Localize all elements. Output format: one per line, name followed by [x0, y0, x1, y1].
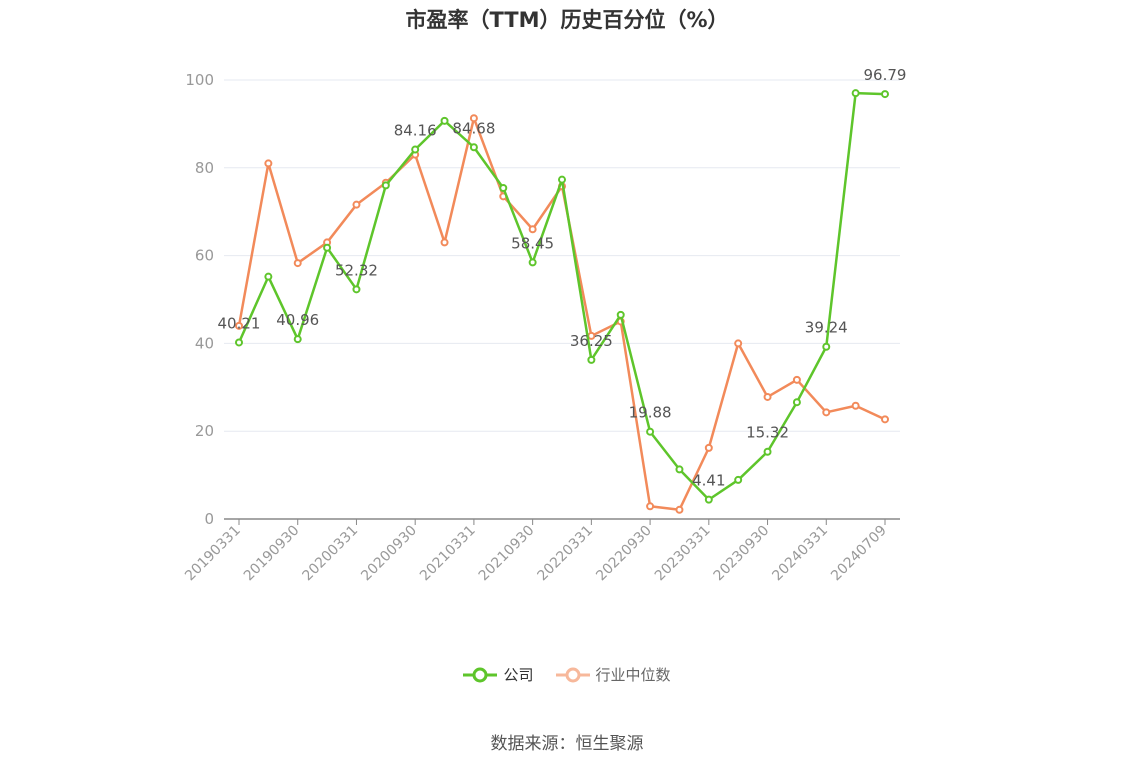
- data-point-company: [440, 116, 449, 125]
- data-label: 36.25: [570, 332, 613, 350]
- data-point-company: [822, 342, 831, 351]
- data-point-company: [499, 183, 508, 192]
- data-point-industry: [646, 502, 655, 511]
- data-point-company: [293, 335, 302, 344]
- data-label: 96.79: [864, 66, 907, 84]
- data-point-company: [734, 475, 743, 484]
- y-tick-label: 80: [195, 159, 214, 177]
- data-point-company: [528, 258, 537, 267]
- data-point-company: [352, 285, 361, 294]
- data-label: 84.68: [452, 119, 495, 137]
- data-label: 58.45: [511, 234, 554, 252]
- data-point-industry: [763, 392, 772, 401]
- x-tick-label: 20200331: [300, 523, 362, 585]
- data-point-industry: [881, 415, 889, 424]
- data-point-company: [411, 145, 420, 154]
- data-point-company: [469, 143, 478, 152]
- source-note: 数据来源：恒生聚源: [490, 734, 644, 754]
- line-chart: 0 20 40 60 80 100 2019033120190930202003312020…: [182, 66, 907, 585]
- series: [235, 89, 889, 514]
- x-tick-label: 20190331: [182, 523, 244, 585]
- x-tick-label: 20240331: [769, 523, 831, 585]
- data-point-industry: [675, 505, 684, 514]
- data-point-company: [763, 447, 772, 456]
- data-point-industry: [704, 443, 713, 452]
- legend-line-icon-industry: [555, 667, 590, 682]
- data-label: 15.32: [746, 424, 789, 442]
- legend-label-company: 公司: [503, 666, 534, 684]
- x-tick-label: 20230930: [711, 523, 773, 585]
- data-point-industry: [352, 200, 361, 209]
- data-point-company: [646, 427, 655, 436]
- data-point-company: [851, 89, 860, 98]
- data-label: 4.41: [692, 472, 725, 490]
- data-point-industry: [264, 159, 273, 168]
- x-tick-label: 20240709: [828, 523, 890, 585]
- data-label: 19.88: [629, 404, 672, 422]
- y-tick-label: 100: [185, 71, 214, 89]
- y-tick-label: 20: [195, 422, 214, 440]
- data-labels: 40.21 40.96 52.32 84.16 84.68 58.45 36.25 19.88…: [218, 66, 907, 490]
- grid-lines: [224, 79, 900, 432]
- y-tick-label: 0: [204, 510, 214, 528]
- data-point-industry: [293, 259, 302, 268]
- data-point-company: [323, 243, 332, 252]
- legend-item-company[interactable]: 公司: [463, 664, 534, 685]
- data-point-industry: [440, 238, 449, 247]
- data-label: 40.96: [276, 311, 319, 329]
- x-tick-label: 20190930: [241, 523, 303, 585]
- data-point-industry: [734, 339, 743, 348]
- data-point-industry: [469, 114, 478, 123]
- data-point-company: [675, 465, 684, 474]
- y-tick-label: 40: [195, 334, 214, 352]
- data-point-company: [235, 338, 243, 347]
- data-point-industry: [235, 321, 243, 330]
- data-label: 40.21: [218, 314, 261, 332]
- legend-item-industry[interactable]: 行业中位数: [555, 664, 671, 685]
- data-point-industry: [792, 375, 801, 384]
- legend: 公司 行业中位数: [0, 664, 1134, 685]
- data-point-company: [264, 272, 273, 281]
- y-tick-label: 60: [195, 247, 214, 265]
- legend-line-icon-company: [463, 667, 498, 682]
- data-point-company: [704, 495, 713, 504]
- chart-title: 市盈率（TTM）历史百分位（%）: [405, 8, 729, 32]
- x-tick-label: 20200930: [358, 523, 420, 585]
- legend-label-industry: 行业中位数: [595, 666, 671, 684]
- data-point-industry: [822, 408, 831, 417]
- data-label: 84.16: [394, 122, 437, 140]
- data-point-industry: [528, 225, 537, 234]
- x-tick-label: 20230331: [652, 523, 714, 585]
- x-tick-label: 20210930: [476, 523, 538, 585]
- data-point-company: [881, 90, 889, 99]
- data-point-company: [381, 181, 390, 190]
- data-point-company: [616, 310, 625, 319]
- x-tick-label: 20210331: [417, 523, 479, 585]
- data-point-company: [558, 175, 566, 184]
- data-point-industry: [851, 401, 860, 410]
- data-label: 39.24: [805, 319, 848, 337]
- x-tick-label: 20220331: [534, 523, 596, 585]
- x-tick-label: 20220930: [593, 523, 655, 585]
- data-point-company: [587, 355, 596, 364]
- data-point-company: [792, 398, 801, 407]
- data-label: 52.32: [335, 261, 378, 279]
